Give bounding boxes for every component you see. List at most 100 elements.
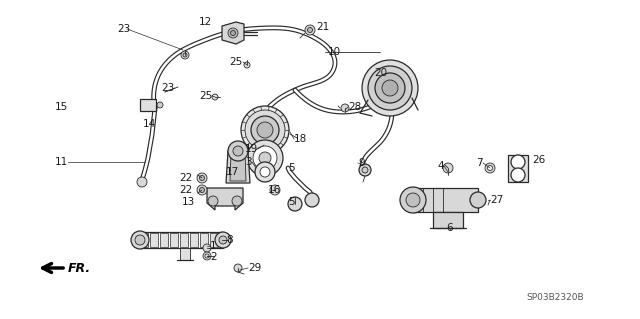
- Circle shape: [247, 140, 283, 176]
- Circle shape: [288, 197, 302, 211]
- Text: 10: 10: [328, 47, 341, 57]
- Circle shape: [200, 175, 205, 181]
- Polygon shape: [207, 188, 243, 210]
- Polygon shape: [433, 212, 463, 228]
- Text: 18: 18: [294, 134, 307, 144]
- Circle shape: [253, 146, 277, 170]
- Text: 21: 21: [316, 22, 329, 32]
- Polygon shape: [190, 233, 198, 247]
- Circle shape: [219, 236, 227, 244]
- Circle shape: [215, 232, 231, 248]
- Circle shape: [230, 31, 236, 35]
- Circle shape: [375, 73, 405, 103]
- Text: 23: 23: [162, 83, 175, 93]
- Polygon shape: [160, 233, 168, 247]
- Circle shape: [203, 252, 211, 260]
- Text: 5: 5: [288, 163, 294, 173]
- Circle shape: [406, 193, 420, 207]
- Text: 20: 20: [374, 68, 387, 78]
- Text: 3: 3: [245, 157, 252, 167]
- Polygon shape: [140, 99, 156, 111]
- Text: 11: 11: [55, 157, 68, 167]
- Circle shape: [232, 196, 242, 206]
- Text: 9: 9: [358, 158, 365, 168]
- Circle shape: [341, 104, 349, 112]
- Text: 19: 19: [244, 144, 258, 154]
- Circle shape: [233, 146, 243, 156]
- Text: FR.: FR.: [68, 262, 91, 275]
- Polygon shape: [222, 22, 244, 44]
- Circle shape: [307, 27, 312, 33]
- Circle shape: [135, 235, 145, 245]
- Text: 1: 1: [210, 241, 216, 251]
- Circle shape: [470, 192, 486, 208]
- Circle shape: [228, 141, 248, 161]
- Text: 15: 15: [55, 102, 68, 112]
- Text: 7: 7: [476, 158, 483, 168]
- Circle shape: [241, 106, 289, 154]
- Text: 22: 22: [179, 185, 192, 195]
- Circle shape: [200, 188, 205, 192]
- Circle shape: [259, 152, 271, 164]
- Polygon shape: [210, 233, 218, 247]
- Polygon shape: [150, 233, 158, 247]
- Circle shape: [362, 60, 418, 116]
- Circle shape: [212, 94, 218, 100]
- Circle shape: [197, 185, 207, 195]
- Circle shape: [251, 116, 279, 144]
- Circle shape: [205, 254, 209, 258]
- Polygon shape: [170, 233, 178, 247]
- Circle shape: [208, 196, 218, 206]
- Text: 17: 17: [226, 167, 239, 177]
- Text: 27: 27: [490, 195, 503, 205]
- Circle shape: [203, 244, 211, 252]
- Circle shape: [443, 163, 453, 173]
- Circle shape: [234, 264, 242, 272]
- Polygon shape: [226, 151, 250, 183]
- Text: 29: 29: [248, 263, 261, 273]
- Text: 28: 28: [348, 102, 361, 112]
- Text: 5: 5: [288, 197, 294, 207]
- Circle shape: [305, 193, 319, 207]
- Polygon shape: [140, 233, 148, 247]
- Text: 23: 23: [116, 24, 130, 34]
- Circle shape: [255, 162, 275, 182]
- Circle shape: [157, 102, 163, 108]
- Polygon shape: [508, 155, 528, 182]
- Circle shape: [137, 177, 147, 187]
- Polygon shape: [230, 153, 246, 181]
- Text: SP03B2320B: SP03B2320B: [526, 293, 584, 302]
- Text: 14: 14: [143, 119, 156, 129]
- Text: 12: 12: [199, 17, 212, 27]
- Text: 8: 8: [226, 235, 232, 245]
- Circle shape: [244, 62, 250, 68]
- Circle shape: [197, 173, 207, 183]
- Text: 13: 13: [182, 197, 195, 207]
- Circle shape: [362, 167, 368, 173]
- Polygon shape: [180, 233, 188, 247]
- Text: 25: 25: [230, 57, 243, 67]
- Circle shape: [257, 122, 273, 138]
- Circle shape: [511, 168, 525, 182]
- Circle shape: [368, 66, 412, 110]
- Circle shape: [359, 164, 371, 176]
- Text: 4: 4: [437, 161, 444, 171]
- Circle shape: [488, 166, 493, 170]
- Circle shape: [485, 163, 495, 173]
- Circle shape: [183, 53, 187, 57]
- Text: 26: 26: [532, 155, 545, 165]
- Polygon shape: [200, 233, 208, 247]
- Text: 22: 22: [179, 173, 192, 183]
- Circle shape: [382, 80, 398, 96]
- Circle shape: [305, 25, 315, 35]
- Polygon shape: [180, 248, 190, 260]
- Text: 2: 2: [210, 252, 216, 262]
- Polygon shape: [413, 188, 478, 212]
- Circle shape: [131, 231, 149, 249]
- Text: 16: 16: [268, 185, 281, 195]
- Text: 6: 6: [447, 223, 453, 233]
- Circle shape: [260, 167, 270, 177]
- Circle shape: [270, 185, 280, 195]
- Text: 25: 25: [199, 91, 212, 101]
- Circle shape: [181, 51, 189, 59]
